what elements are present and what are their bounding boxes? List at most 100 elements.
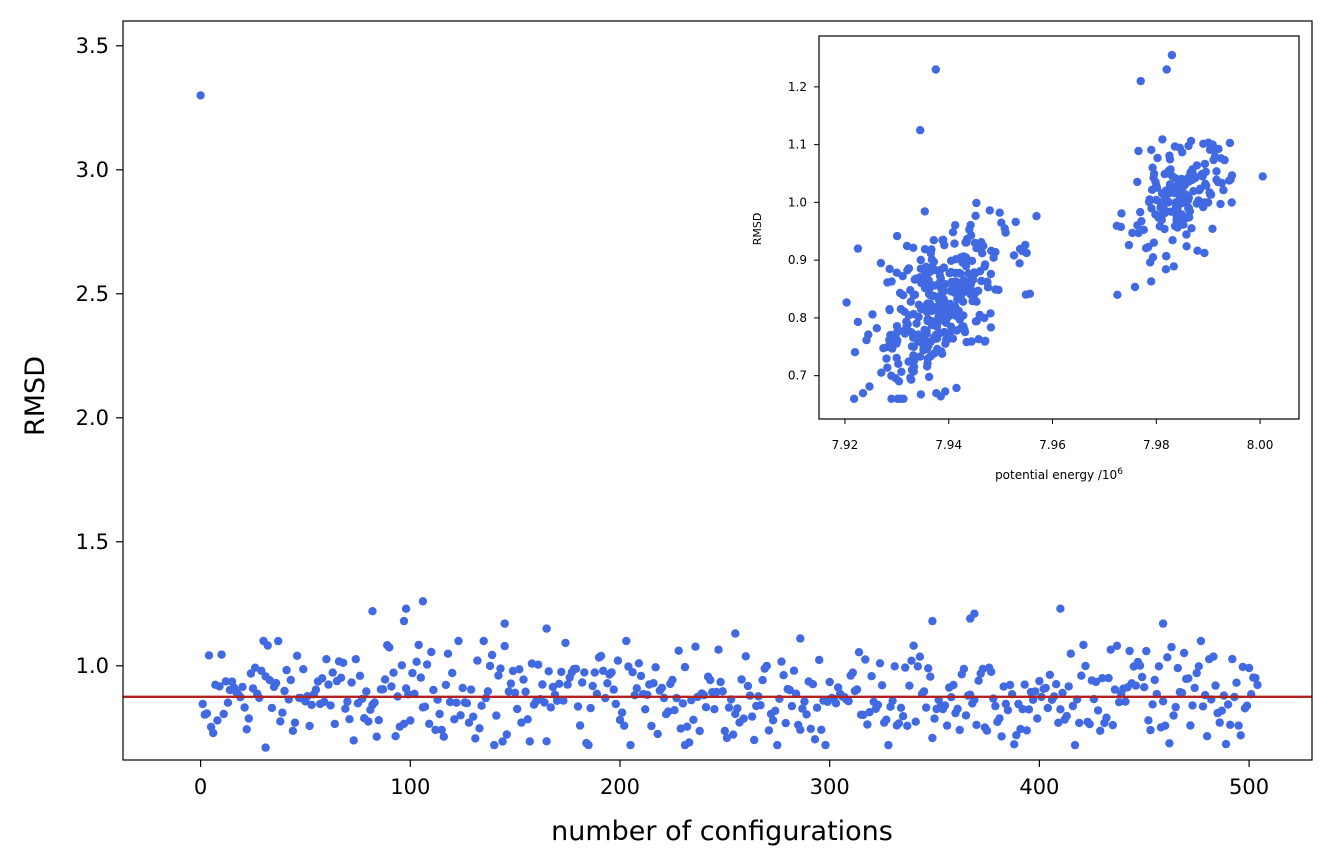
data-point — [873, 700, 883, 710]
data-point — [328, 668, 337, 677]
data-point — [443, 649, 453, 658]
data-point — [391, 732, 400, 741]
inset-data-point — [986, 323, 996, 332]
inset-data-point — [1203, 198, 1213, 207]
inset-data-point — [1200, 159, 1210, 169]
data-point — [437, 725, 446, 735]
inset-data-point — [950, 239, 959, 248]
inset-y-tick-label: 1.0 — [788, 195, 807, 209]
data-point — [374, 716, 383, 725]
data-point — [240, 703, 249, 712]
x-tick-label: 200 — [600, 775, 640, 799]
data-point — [1070, 740, 1080, 750]
data-point — [471, 734, 480, 743]
data-point — [1154, 662, 1164, 671]
data-point — [479, 636, 488, 646]
data-point — [756, 701, 765, 710]
inset-data-point — [916, 255, 925, 265]
inset-data-point — [887, 371, 896, 380]
data-point — [903, 721, 912, 730]
data-point — [378, 685, 388, 694]
data-point — [657, 683, 667, 693]
data-point — [890, 662, 899, 671]
data-point — [441, 680, 451, 690]
inset-data-point — [909, 291, 918, 300]
data-point — [743, 681, 753, 691]
data-point — [458, 683, 467, 693]
data-point — [492, 711, 501, 720]
inset-data-point — [1156, 200, 1166, 209]
data-point — [1056, 604, 1065, 613]
data-point — [1161, 721, 1170, 730]
data-point — [242, 725, 251, 734]
inset-data-point — [1133, 177, 1142, 187]
inset-data-point — [853, 244, 863, 253]
inset-data-point — [904, 311, 913, 320]
data-point — [290, 718, 300, 727]
data-point — [209, 728, 218, 738]
inset-data-point — [885, 264, 894, 274]
inset-data-point — [897, 367, 906, 376]
data-point — [1125, 646, 1134, 656]
inset-data-point — [970, 268, 979, 277]
y-tick-label: 3.0 — [76, 158, 109, 182]
data-point — [213, 716, 222, 725]
data-point — [875, 659, 885, 668]
data-point — [802, 710, 811, 719]
data-point — [913, 662, 922, 671]
inset-data-point — [906, 297, 915, 306]
data-point — [747, 712, 757, 721]
inset-x-axis-label: potential energy /106 — [995, 467, 1123, 482]
inset-data-point — [892, 322, 902, 331]
data-point — [534, 660, 543, 669]
data-point — [1054, 718, 1063, 727]
data-point — [464, 718, 474, 727]
data-point — [831, 699, 841, 708]
inset-y-tick-label: 1.1 — [788, 138, 807, 152]
data-point — [896, 703, 906, 712]
data-point — [1045, 670, 1055, 679]
inset-data-point — [1147, 204, 1156, 213]
data-point — [674, 646, 683, 655]
data-point — [1232, 678, 1241, 687]
data-point — [678, 699, 688, 708]
inset-data-point — [960, 325, 969, 334]
data-point — [825, 677, 834, 687]
inset-data-point — [1165, 151, 1174, 160]
x-tick-label: 500 — [1229, 775, 1269, 799]
data-point — [773, 740, 782, 750]
inset-data-point — [1136, 76, 1145, 86]
data-point — [544, 667, 553, 676]
data-point — [768, 716, 778, 725]
data-point — [1244, 663, 1254, 673]
data-point — [1081, 661, 1090, 671]
data-point — [999, 682, 1008, 691]
data-point — [1091, 677, 1101, 687]
data-point — [806, 724, 815, 733]
inset-data-point — [927, 317, 936, 326]
data-point — [812, 703, 822, 712]
data-point — [278, 708, 287, 717]
data-point — [706, 675, 715, 685]
data-point — [861, 655, 870, 664]
data-point — [397, 661, 407, 670]
inset-y-ticks: 0.7 0.8 0.9 1.0 1.1 1.2 — [788, 80, 819, 383]
data-point — [1242, 701, 1252, 710]
data-point — [1215, 718, 1224, 727]
data-point — [305, 721, 314, 731]
data-point — [615, 715, 625, 725]
inset-data-point — [1258, 172, 1267, 181]
data-point — [670, 706, 679, 715]
data-point — [586, 703, 595, 713]
data-point — [1179, 648, 1189, 658]
data-point — [596, 651, 606, 661]
data-point — [712, 687, 721, 697]
data-point — [427, 647, 436, 657]
data-point — [741, 652, 750, 661]
inset-data-point — [1170, 221, 1180, 231]
data-point — [1184, 674, 1193, 683]
inset-data-point — [986, 309, 995, 318]
data-point — [634, 659, 644, 668]
data-point — [689, 715, 698, 724]
data-point — [322, 655, 331, 664]
